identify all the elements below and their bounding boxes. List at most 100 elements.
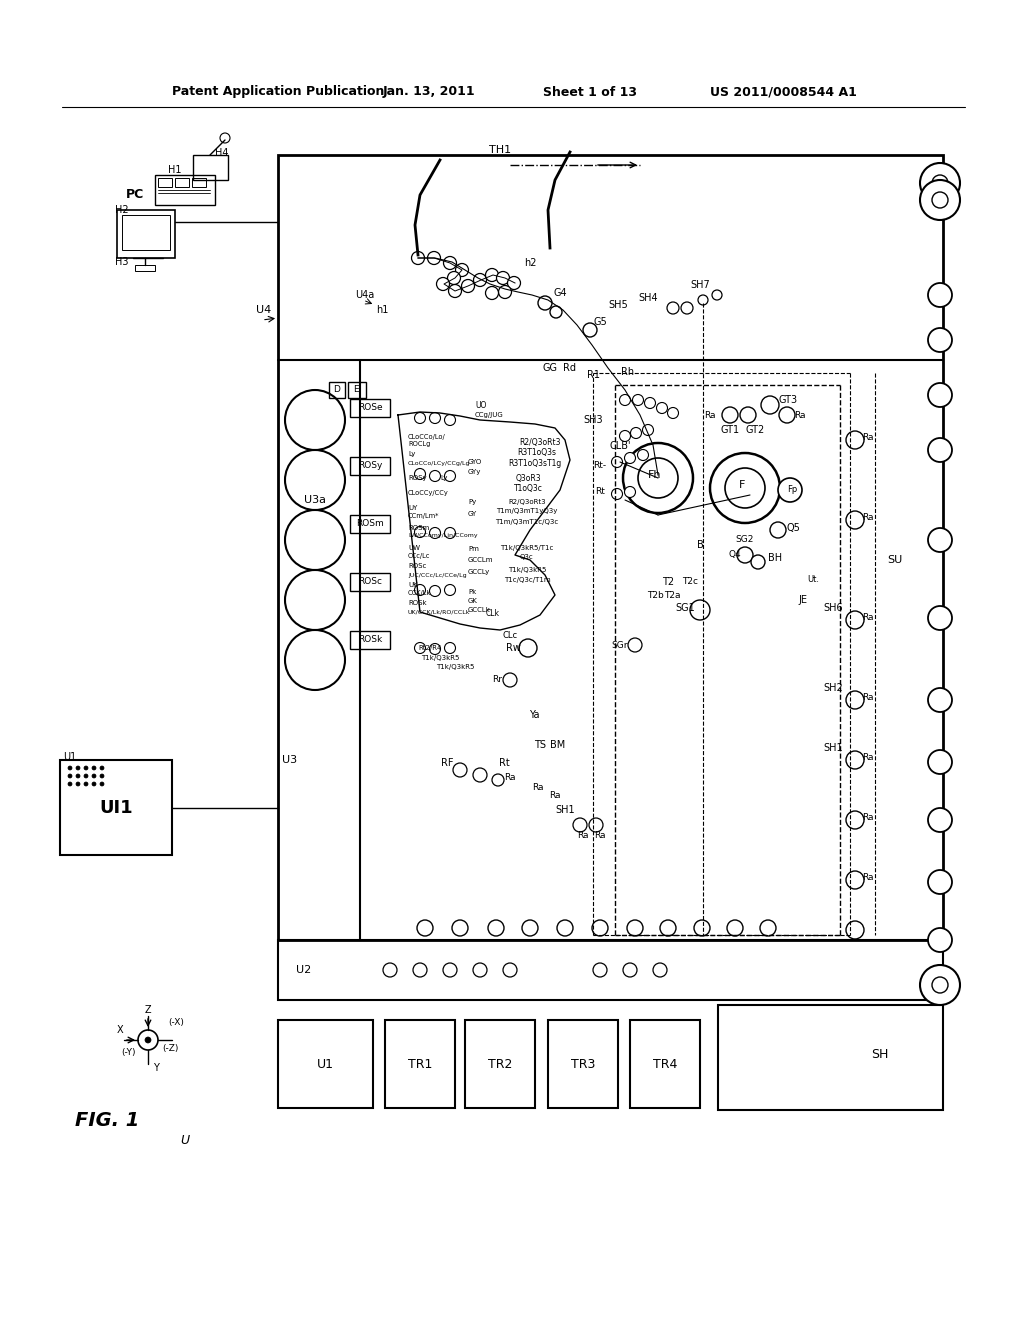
Bar: [329, 381, 345, 399]
Text: PC: PC: [126, 189, 144, 202]
Circle shape: [452, 920, 468, 936]
Circle shape: [145, 1038, 151, 1043]
Circle shape: [557, 920, 573, 936]
Circle shape: [503, 673, 517, 686]
Circle shape: [712, 290, 722, 300]
Text: Ra: Ra: [862, 693, 873, 702]
Circle shape: [415, 412, 426, 424]
Circle shape: [660, 920, 676, 936]
Text: G4: G4: [553, 288, 567, 298]
Circle shape: [76, 781, 80, 785]
Circle shape: [492, 774, 504, 785]
Text: Q3c: Q3c: [520, 554, 534, 560]
Circle shape: [285, 630, 345, 690]
Circle shape: [100, 774, 104, 777]
Circle shape: [415, 527, 426, 537]
Text: U4: U4: [256, 305, 271, 315]
Text: Ut.: Ut.: [807, 576, 819, 585]
Circle shape: [725, 469, 765, 508]
Text: H3: H3: [115, 257, 128, 267]
Circle shape: [84, 781, 88, 785]
Circle shape: [415, 585, 426, 595]
Text: ROSe: ROSe: [357, 404, 382, 412]
Circle shape: [928, 438, 952, 462]
Text: Y: Y: [153, 1063, 159, 1073]
Circle shape: [846, 751, 864, 770]
Bar: [278, 1020, 373, 1107]
Text: R3T1oQ3sT1g: R3T1oQ3sT1g: [508, 458, 561, 467]
Circle shape: [638, 450, 648, 461]
Circle shape: [447, 272, 461, 285]
Circle shape: [68, 766, 72, 770]
Circle shape: [485, 268, 499, 281]
Text: Ra: Ra: [578, 830, 589, 840]
Text: SH7: SH7: [690, 280, 710, 290]
Circle shape: [928, 870, 952, 894]
Text: T1k/Q3kR5/T1c: T1k/Q3kR5/T1c: [501, 545, 554, 550]
Text: Rr: Rr: [492, 676, 502, 685]
Text: GYO: GYO: [468, 459, 482, 465]
Text: GYy: GYy: [468, 469, 481, 475]
Circle shape: [415, 469, 426, 479]
Text: h1: h1: [376, 305, 388, 315]
Text: CLoCCo/LCy/CCg/Lg: CLoCCo/LCy/CCg/Lg: [408, 461, 470, 466]
Text: T1k/Q3kR5: T1k/Q3kR5: [421, 655, 459, 661]
Bar: [350, 573, 390, 591]
Circle shape: [92, 766, 96, 770]
Circle shape: [84, 774, 88, 777]
Text: U4a: U4a: [355, 290, 375, 300]
Text: T1k/Q3kR5: T1k/Q3kR5: [508, 568, 546, 573]
Bar: [465, 1020, 535, 1107]
Text: BM: BM: [550, 741, 565, 750]
Circle shape: [429, 644, 440, 655]
Text: SH4: SH4: [638, 293, 657, 304]
Bar: [278, 154, 943, 940]
Circle shape: [412, 252, 425, 264]
Text: CLc: CLc: [503, 631, 517, 640]
Circle shape: [633, 395, 643, 405]
Circle shape: [68, 774, 72, 777]
Circle shape: [625, 453, 636, 463]
Text: T1oQ3c: T1oQ3c: [514, 483, 543, 492]
Circle shape: [497, 272, 510, 285]
Text: LW/CComy/Lin/CComy: LW/CComy/Lin/CComy: [408, 532, 477, 537]
Circle shape: [727, 920, 743, 936]
Circle shape: [92, 774, 96, 777]
Circle shape: [508, 276, 520, 289]
Circle shape: [444, 528, 456, 539]
Circle shape: [503, 964, 517, 977]
Circle shape: [698, 294, 708, 305]
Circle shape: [778, 478, 802, 502]
Text: Rt-: Rt-: [594, 461, 606, 470]
Circle shape: [138, 1030, 158, 1049]
Text: GK: GK: [468, 598, 478, 605]
Circle shape: [690, 601, 710, 620]
Circle shape: [499, 285, 512, 298]
Text: CLB': CLB': [609, 441, 631, 451]
Circle shape: [456, 264, 469, 276]
Bar: [60, 760, 172, 855]
Text: GT1: GT1: [721, 425, 739, 436]
Text: SH1: SH1: [555, 805, 574, 814]
Circle shape: [611, 457, 623, 467]
Circle shape: [642, 425, 653, 436]
Text: Q5: Q5: [786, 523, 800, 533]
Circle shape: [668, 408, 679, 418]
Circle shape: [928, 528, 952, 552]
Text: FIG. 1: FIG. 1: [75, 1110, 139, 1130]
Text: SH3: SH3: [584, 414, 603, 425]
Circle shape: [932, 191, 948, 209]
Circle shape: [920, 180, 961, 220]
Text: U3: U3: [283, 755, 298, 766]
Bar: [350, 631, 390, 649]
Circle shape: [473, 768, 487, 781]
Circle shape: [285, 510, 345, 570]
Text: TS: TS: [534, 741, 546, 750]
Bar: [122, 215, 170, 249]
Text: ROSk: ROSk: [408, 601, 427, 606]
Text: US 2011/0008544 A1: US 2011/0008544 A1: [710, 86, 857, 99]
Text: h2: h2: [523, 257, 537, 268]
Text: ROSy: ROSy: [357, 462, 382, 470]
Circle shape: [611, 488, 623, 499]
Circle shape: [932, 977, 948, 993]
